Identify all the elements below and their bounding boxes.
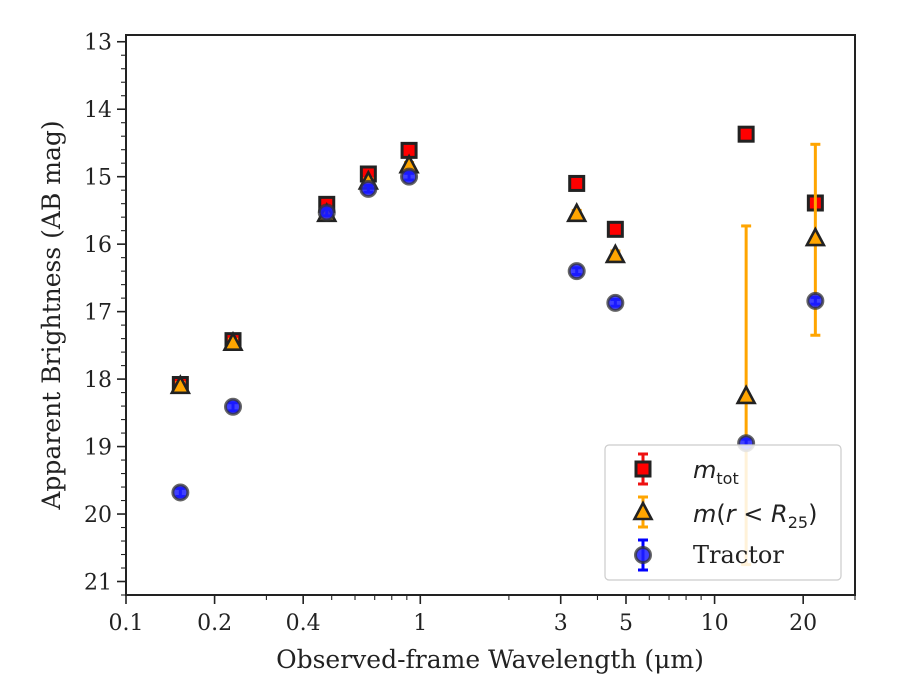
series-layer — [169, 125, 827, 567]
data-point — [222, 330, 244, 351]
x-tick-label: 0.1 — [109, 611, 144, 636]
y-tick-label: 16 — [84, 233, 112, 258]
x-tick-label: 0.2 — [197, 611, 232, 636]
legend-marker — [634, 460, 652, 478]
legend-entry-tractor: Tractor — [693, 541, 784, 569]
x-tick-label: 3 — [554, 611, 568, 636]
x-tick-label: 0.4 — [286, 611, 321, 636]
data-point — [737, 125, 755, 143]
y-tick-label: 19 — [84, 436, 112, 461]
y-tick-label: 20 — [84, 503, 112, 528]
y-tick-label: 13 — [84, 31, 112, 56]
y-axis-label: Apparent Brightness (AB mag) — [37, 120, 66, 510]
data-point — [568, 174, 586, 192]
data-point — [400, 167, 419, 186]
y-tick-label: 15 — [84, 166, 112, 191]
data-point — [359, 179, 378, 198]
y-tick-label: 17 — [84, 301, 112, 326]
data-point — [171, 483, 190, 502]
x-tick-label: 10 — [701, 611, 729, 636]
legend-marker — [632, 500, 654, 521]
data-point — [735, 384, 757, 405]
series-circle — [171, 167, 825, 502]
y-tick-label: 14 — [84, 98, 112, 123]
x-axis-label: Observed-frame Wavelength (μm) — [276, 645, 704, 674]
data-point — [566, 202, 588, 223]
y-tick-label: 21 — [84, 571, 112, 596]
y-tick-label: 18 — [84, 368, 112, 393]
legend-box — [604, 444, 842, 581]
x-tick-label: 20 — [789, 611, 817, 636]
data-point — [317, 203, 336, 222]
data-point — [604, 243, 627, 264]
data-point — [567, 262, 586, 281]
data-point — [804, 226, 827, 247]
legend-entry-m-r-r25: m(r < R25) — [693, 500, 817, 532]
data-point — [806, 291, 825, 310]
legend-markers — [632, 452, 654, 572]
data-point — [224, 397, 243, 416]
data-point — [169, 374, 192, 395]
legend: mtot m(r < R25) Tractor — [604, 444, 842, 581]
x-tick-label: 1 — [413, 611, 427, 636]
x-tick-label: 5 — [619, 611, 633, 636]
legend-marker — [634, 546, 652, 564]
data-point — [606, 220, 624, 238]
data-point — [606, 293, 625, 312]
legend-entry-m-tot: mtot — [693, 456, 739, 488]
